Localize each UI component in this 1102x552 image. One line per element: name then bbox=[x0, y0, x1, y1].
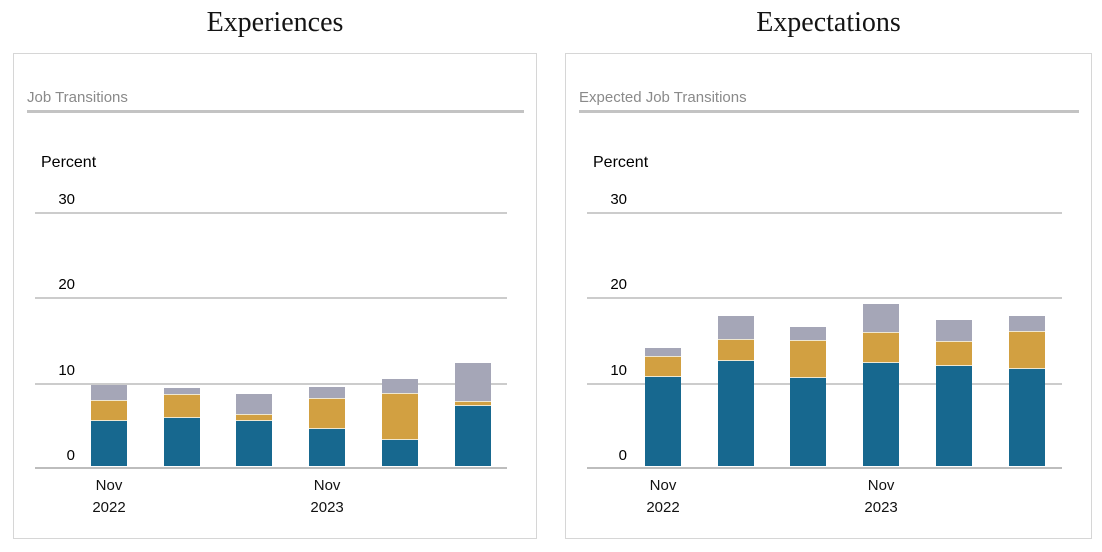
bar-segment-gold bbox=[381, 392, 418, 439]
expectations-panel: Expected Job Transitions Percent 0 10 20 30… bbox=[565, 53, 1092, 539]
bar-segment-gold bbox=[935, 340, 972, 366]
y-axis-label: Percent bbox=[593, 154, 649, 171]
stacked-bar bbox=[935, 320, 972, 466]
y-tick-label: 0 bbox=[618, 447, 627, 464]
y-tick-label: 20 bbox=[610, 276, 627, 294]
bar-segment-blue bbox=[454, 404, 491, 466]
bar-segment-blue bbox=[1008, 367, 1045, 466]
bar-segment-gold bbox=[790, 339, 827, 378]
experiences-panel: Job Transitions Percent 0 10 20 30 Nov 2022 No… bbox=[13, 53, 537, 539]
bar-segment-gold bbox=[454, 401, 491, 405]
bar-segment-gray bbox=[935, 320, 972, 341]
bar-segment-gray bbox=[91, 385, 127, 401]
stacked-bar bbox=[163, 388, 200, 466]
x-axis-label: Nov 2023 bbox=[282, 475, 372, 519]
bar-segment-gray bbox=[381, 379, 418, 393]
gridline bbox=[587, 212, 1062, 215]
y-tick-label: 30 bbox=[58, 191, 75, 209]
stacked-bar bbox=[381, 379, 418, 466]
experiences-plot: 0 10 20 30 Nov 2022 Nov 2023 bbox=[14, 54, 536, 538]
bar-segment-gray bbox=[790, 326, 827, 340]
bar-segment-blue bbox=[236, 419, 273, 466]
stacked-bar bbox=[309, 386, 346, 466]
bar-segment-gold bbox=[645, 355, 681, 377]
bar-segment-blue bbox=[790, 377, 827, 466]
x-axis-label: Nov 2022 bbox=[64, 475, 154, 519]
x-axis-label-line: 2022 bbox=[646, 499, 680, 516]
x-axis-label: Nov 2022 bbox=[618, 475, 708, 519]
bar-segment-blue bbox=[645, 376, 681, 466]
bar-segment-gray bbox=[645, 348, 681, 356]
x-axis-label-line: 2023 bbox=[310, 499, 344, 516]
x-axis-label-line: 2022 bbox=[92, 499, 126, 516]
x-axis-line bbox=[35, 467, 507, 469]
gridline bbox=[35, 212, 507, 215]
stacked-bar bbox=[236, 393, 273, 466]
x-axis-label: Nov 2023 bbox=[836, 475, 926, 519]
bar-segment-blue bbox=[717, 360, 754, 466]
bar-segment-blue bbox=[863, 361, 900, 466]
stacked-bar bbox=[1008, 315, 1045, 466]
subtitle-rule bbox=[579, 110, 1079, 113]
x-axis-label-line: Nov bbox=[649, 477, 677, 494]
bar-segment-blue bbox=[381, 438, 418, 466]
bar-segment-gray bbox=[717, 315, 754, 339]
bar-segment-gray bbox=[454, 362, 491, 402]
gridline bbox=[587, 297, 1062, 300]
bar-segment-gray bbox=[1008, 315, 1045, 332]
bar-segment-blue bbox=[935, 365, 972, 466]
y-tick-label: 10 bbox=[58, 361, 75, 379]
bar-segment-gray bbox=[236, 393, 273, 414]
y-axis-label: Percent bbox=[41, 154, 97, 171]
bar-segment-gold bbox=[236, 413, 273, 420]
subtitle-rule bbox=[27, 110, 524, 113]
x-axis-label-line: Nov bbox=[95, 477, 123, 494]
stacked-bar bbox=[91, 385, 127, 466]
experiences-subtitle: Job Transitions bbox=[27, 89, 128, 106]
bar-segment-gold bbox=[863, 332, 900, 362]
expectations-plot: 0 10 20 30 Nov 2022 Nov 2023 bbox=[566, 54, 1091, 538]
bar-segment-gray bbox=[163, 388, 200, 395]
bar-segment-gold bbox=[91, 400, 127, 420]
bar-segment-gold bbox=[1008, 331, 1045, 368]
y-tick-label: 0 bbox=[66, 447, 75, 464]
expectations-subtitle: Expected Job Transitions bbox=[579, 89, 747, 106]
y-tick-label: 30 bbox=[610, 191, 627, 209]
x-axis-label-line: 2023 bbox=[864, 499, 898, 516]
bar-segment-gold bbox=[163, 394, 200, 417]
stacked-bar bbox=[863, 303, 900, 466]
x-axis-label-line: Nov bbox=[867, 477, 895, 494]
bar-segment-gray bbox=[309, 386, 346, 398]
stacked-bar bbox=[717, 315, 754, 466]
bar-segment-gray bbox=[863, 303, 900, 333]
y-tick-label: 20 bbox=[58, 276, 75, 294]
expectations-title: Expectations bbox=[756, 7, 901, 38]
experiences-title: Experiences bbox=[206, 7, 344, 38]
y-tick-label: 10 bbox=[610, 361, 627, 379]
bar-segment-blue bbox=[91, 419, 127, 466]
gridline bbox=[35, 382, 507, 385]
stacked-bar bbox=[454, 362, 491, 466]
bar-segment-blue bbox=[163, 416, 200, 466]
bar-segment-blue bbox=[309, 427, 346, 466]
x-axis-line bbox=[587, 467, 1062, 469]
bar-segment-gold bbox=[717, 338, 754, 361]
stacked-bar bbox=[790, 326, 827, 466]
gridline bbox=[35, 297, 507, 300]
stacked-bar bbox=[645, 348, 681, 466]
bar-segment-gold bbox=[309, 397, 346, 428]
x-axis-label-line: Nov bbox=[313, 477, 341, 494]
